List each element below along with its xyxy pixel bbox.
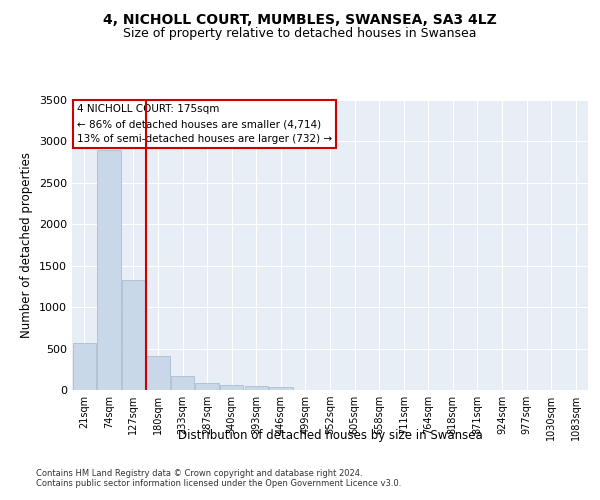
Bar (146, 356, 170, 390)
Text: Contains HM Land Registry data © Crown copyright and database right 2024.: Contains HM Land Registry data © Crown c… (36, 469, 362, 478)
Bar (269, 386, 293, 390)
Bar (122, 280, 145, 390)
Text: Size of property relative to detached houses in Swansea: Size of property relative to detached ho… (123, 28, 477, 40)
Text: 4, NICHOLL COURT, MUMBLES, SWANSEA, SA3 4LZ: 4, NICHOLL COURT, MUMBLES, SWANSEA, SA3 … (103, 12, 497, 26)
Text: Distribution of detached houses by size in Swansea: Distribution of detached houses by size … (178, 428, 482, 442)
Bar (97, 150, 121, 390)
Bar (245, 386, 268, 390)
Bar (220, 386, 244, 390)
Text: 4 NICHOLL COURT: 175sqm
← 86% of detached houses are smaller (4,714)
13% of semi: 4 NICHOLL COURT: 175sqm ← 86% of detache… (77, 104, 332, 144)
Y-axis label: Number of detached properties: Number of detached properties (20, 152, 34, 338)
Bar (196, 384, 219, 390)
Text: Contains public sector information licensed under the Open Government Licence v3: Contains public sector information licen… (36, 479, 401, 488)
Bar (171, 376, 194, 390)
Bar (73, 343, 96, 390)
